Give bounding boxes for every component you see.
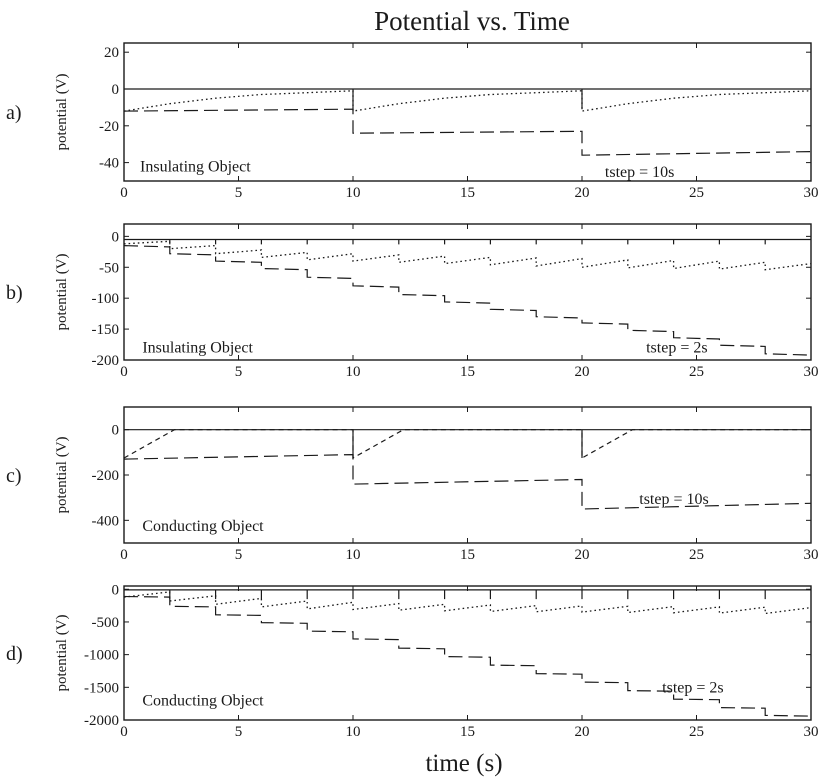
panel-4: 0 5 10 15 20 25 30 -2000 -1500 -1000 -500 0 potentia…	[6, 582, 819, 740]
panel-3: 0 5 10 15 20 25 30 -400 -200 0 potential (V) c) Cond…	[6, 406, 819, 563]
x-tick-label: 30	[804, 724, 819, 740]
x-tick-label: 5	[235, 185, 243, 201]
annotation-text: tstep = 2s	[646, 340, 707, 357]
x-tick-label: 10	[346, 724, 361, 740]
x-tick-label: 30	[804, 547, 819, 563]
x-tick-label: 15	[460, 724, 475, 740]
x-tick-label: 20	[575, 547, 590, 563]
annotation-text: tstep = 2s	[662, 679, 723, 696]
y-tick-label: -1500	[84, 680, 119, 696]
annotation-text: tstep = 10s	[639, 491, 708, 508]
x-tick-label: 0	[120, 724, 128, 740]
series-line-solid	[124, 429, 811, 458]
panel-label: d)	[6, 643, 23, 665]
series-line-dotted	[123, 591, 812, 615]
x-tick-label: 0	[120, 547, 128, 563]
y-tick-label: 0	[112, 229, 120, 245]
y-tick-label: -1000	[84, 648, 119, 664]
series-line-dashed	[123, 595, 812, 717]
series-line-solid	[124, 238, 811, 245]
figure-title: Potential vs. Time	[374, 6, 570, 36]
series-line-solid	[124, 88, 811, 110]
x-tick-label: 15	[460, 547, 475, 563]
series-line-solid	[124, 589, 811, 600]
x-tick-label: 15	[460, 364, 475, 380]
x-tick-label: 5	[235, 547, 243, 563]
series-line-dashed	[123, 453, 812, 510]
y-tick-label: -2000	[84, 713, 119, 729]
x-tick-label: 30	[804, 185, 819, 201]
panel-label: b)	[6, 282, 23, 304]
x-tick-label: 10	[346, 185, 361, 201]
series-line-dashed	[123, 108, 812, 156]
x-tick-label: 20	[575, 724, 590, 740]
y-tick-label: 0	[112, 423, 120, 439]
y-tick-label: -40	[99, 156, 119, 172]
y-tick-label: -500	[92, 615, 120, 631]
annotation-text: Conducting Object	[142, 692, 264, 709]
x-tick-label: 20	[575, 364, 590, 380]
panel-label: c)	[6, 465, 22, 487]
annotation-text: Insulating Object	[142, 340, 253, 357]
x-tick-label: 30	[804, 364, 819, 380]
series-line-dashed-short	[123, 429, 811, 460]
y-tick-label: -200	[92, 468, 120, 484]
y-tick-label: -200	[92, 353, 120, 369]
x-tick-label: 5	[235, 364, 243, 380]
y-tick-label: 20	[104, 45, 119, 61]
y-tick-label: -400	[92, 513, 120, 529]
x-tick-label: 25	[689, 724, 704, 740]
y-tick-label: -20	[99, 119, 119, 135]
series-line-dotted	[123, 90, 812, 112]
x-tick-label: 5	[235, 724, 243, 740]
annotation-text: tstep = 10s	[605, 164, 674, 181]
x-tick-label: 15	[460, 185, 475, 201]
y-axis-label: potential (V)	[54, 614, 70, 691]
x-tick-label: 0	[120, 185, 128, 201]
y-tick-label: -100	[92, 291, 120, 307]
y-axis-label: potential (V)	[54, 73, 70, 150]
y-tick-label: 0	[112, 82, 120, 98]
y-axis-label: potential (V)	[54, 253, 70, 330]
x-tick-label: 10	[346, 364, 361, 380]
x-tick-label: 25	[689, 185, 704, 201]
x-tick-label: 10	[346, 547, 361, 563]
x-tick-label: 25	[689, 547, 704, 563]
series-line-dotted	[123, 240, 812, 271]
x-tick-label: 25	[689, 364, 704, 380]
x-tick-label: 20	[575, 185, 590, 201]
panel-1: 0 5 10 15 20 25 30 -40 -20 0 20 potential (V) a) Insu…	[6, 42, 819, 201]
annotation-text: Conducting Object	[142, 518, 264, 535]
panel-label: a)	[6, 102, 22, 124]
y-tick-label: -150	[92, 322, 120, 338]
annotation-text: Insulating Object	[140, 158, 251, 175]
x-axis-label: time (s)	[425, 750, 502, 777]
y-axis-label: potential (V)	[54, 436, 70, 513]
x-tick-label: 0	[120, 364, 128, 380]
y-tick-label: 0	[112, 582, 120, 598]
y-tick-label: -50	[99, 260, 119, 276]
panel-2: 0 5 10 15 20 25 30 -200 -150 -100 -50 0 potential (V…	[6, 223, 819, 380]
series-line-dashed	[123, 245, 812, 356]
